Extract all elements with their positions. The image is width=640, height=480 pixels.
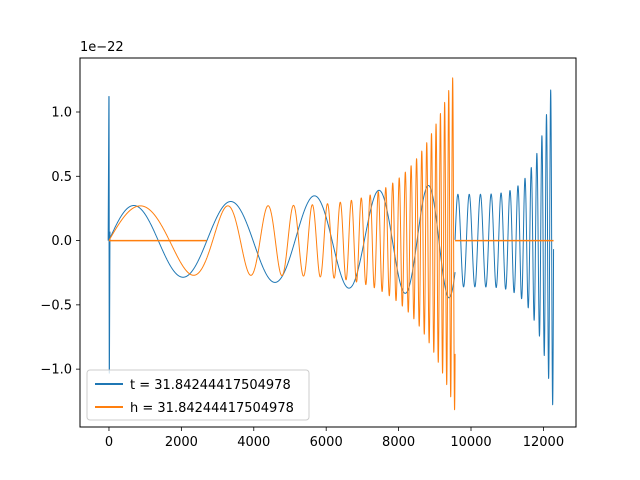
x-tick-label: 0 xyxy=(105,435,113,450)
y-offset-label: 1e−22 xyxy=(80,40,124,55)
legend-label-h: h = 31.84244417504978 xyxy=(130,401,294,416)
legend: t = 31.84244417504978 h = 31.84244417504… xyxy=(87,370,309,420)
x-tick-label: 10000 xyxy=(450,435,491,450)
x-tick-label: 6000 xyxy=(310,435,343,450)
y-tick-label: 0.5 xyxy=(51,170,72,185)
y-tick-label: −1.0 xyxy=(40,363,72,378)
y-tick-label: 1.0 xyxy=(51,106,72,121)
x-tick-label: 8000 xyxy=(382,435,415,450)
x-tick-label: 4000 xyxy=(237,435,270,450)
legend-label-t: t = 31.84244417504978 xyxy=(130,378,291,393)
x-tick-label: 12000 xyxy=(523,435,564,450)
x-tick-label: 2000 xyxy=(165,435,198,450)
y-tick-label: 0.0 xyxy=(51,234,72,249)
y-tick-label: −0.5 xyxy=(40,298,72,313)
